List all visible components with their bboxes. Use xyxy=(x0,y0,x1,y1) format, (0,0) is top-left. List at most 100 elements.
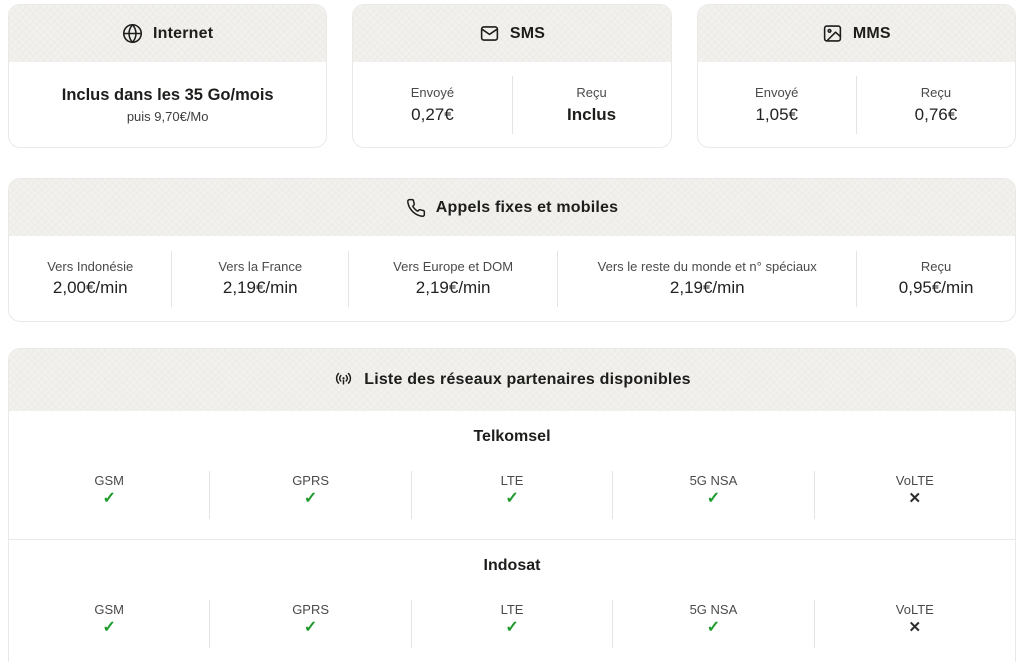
support-mark: ✓ xyxy=(303,490,318,507)
tech-label: 5G NSA xyxy=(689,473,738,488)
tech-label: GPRS xyxy=(292,602,330,617)
calls-value: 2,19€/min xyxy=(222,278,298,297)
vertical-divider xyxy=(612,471,614,519)
vertical-divider xyxy=(209,600,211,648)
sms-received-value: Inclus xyxy=(567,104,617,124)
sms-card-body: Envoyé 0,27€ Reçu Inclus xyxy=(353,62,670,147)
support-mark: ✓ xyxy=(505,490,519,507)
tech-label: LTE xyxy=(500,473,524,488)
vertical-divider xyxy=(813,600,815,648)
broadcast-icon xyxy=(333,370,354,391)
calls-value: 2,19€/min xyxy=(415,278,491,297)
tech-cell-lte: LTE ✓ xyxy=(412,463,612,539)
vertical-divider xyxy=(855,75,857,134)
mms-sent-label: Envoyé xyxy=(755,84,799,100)
tech-cell-gsm: GSM ✓ xyxy=(9,592,209,662)
calls-label: Vers la France xyxy=(218,259,303,274)
sms-card-header: SMS xyxy=(353,5,671,62)
internet-included-text: Inclus dans les 35 Go/mois xyxy=(61,85,274,104)
tech-label: GPRS xyxy=(292,473,330,488)
vertical-divider xyxy=(348,250,349,307)
mail-icon xyxy=(479,23,500,44)
vertical-divider xyxy=(209,471,211,519)
sms-sent-label: Envoyé xyxy=(410,84,455,100)
calls-card-header: Appels fixes et mobiles xyxy=(9,179,1015,236)
calls-value: 2,19€/min xyxy=(669,278,745,297)
tech-cell-gsm: GSM ✓ xyxy=(9,463,209,539)
tech-label: GSM xyxy=(94,473,125,488)
operator-name-telkomsel: Telkomsel xyxy=(473,428,551,445)
support-mark: ✓ xyxy=(706,619,721,636)
tech-label: VoLTE xyxy=(895,602,934,617)
support-mark: ✓ xyxy=(505,619,519,636)
horizontal-divider xyxy=(9,539,1015,540)
telkomsel-tech-row: GSM ✓ GPRS ✓ LTE ✓ 5G NSA ✓ VoLTE ✕ xyxy=(9,463,1015,539)
operator-name-indosat: Indosat xyxy=(483,557,541,574)
calls-cell-indonesia: Vers Indonésie 2,00€/min xyxy=(9,236,171,321)
support-mark: ✕ xyxy=(908,619,922,636)
mms-card-header: MMS xyxy=(697,5,1015,62)
vertical-divider xyxy=(511,75,513,134)
networks-card-title: Liste des réseaux partenaires disponible… xyxy=(364,371,691,388)
sms-card: SMS Envoyé 0,27€ Reçu Inclus xyxy=(352,4,672,148)
tech-cell-lte: LTE ✓ xyxy=(412,592,612,662)
mms-received-label: Reçu xyxy=(920,84,952,100)
internet-card-header: Internet xyxy=(9,5,327,62)
tech-cell-5g-nsa: 5G NSA ✓ xyxy=(613,592,813,662)
sms-sent-cell: Envoyé 0,27€ xyxy=(353,62,511,147)
internet-overage-text: puis 9,70€/Mo xyxy=(126,108,209,124)
calls-card: Appels fixes et mobiles Vers Indonésie 2… xyxy=(8,178,1016,322)
mms-received-cell: Reçu 0,76€ xyxy=(857,62,1015,147)
image-icon xyxy=(822,23,843,44)
sms-received-label: Reçu xyxy=(576,84,607,100)
vertical-divider xyxy=(856,250,858,307)
sms-card-title: SMS xyxy=(509,24,546,42)
calls-value: 0,95€/min xyxy=(898,278,974,297)
calls-label: Vers Europe et DOM xyxy=(393,259,514,274)
tech-cell-gprs: GPRS ✓ xyxy=(210,463,410,539)
support-mark: ✓ xyxy=(303,619,318,636)
indosat-tech-row: GSM ✓ GPRS ✓ LTE ✓ 5G NSA ✓ VoLTE ✕ xyxy=(9,592,1015,662)
vertical-divider xyxy=(557,250,559,307)
globe-icon xyxy=(122,23,143,44)
calls-cell-europe-dom: Vers Europe et DOM 2,19€/min xyxy=(349,236,557,321)
networks-card: Liste des réseaux partenaires disponible… xyxy=(8,348,1016,662)
calls-label: Vers le reste du monde et n° spéciaux xyxy=(597,259,817,274)
internet-card-title: Internet xyxy=(153,24,214,42)
mms-card: MMS Envoyé 1,05€ Reçu 0,76€ xyxy=(696,4,1016,148)
internet-card-body: Inclus dans les 35 Go/mois puis 9,70€/Mo xyxy=(9,62,326,147)
vertical-divider xyxy=(612,600,614,648)
calls-cell-received: Reçu 0,95€/min xyxy=(857,236,1015,321)
tech-cell-gprs: GPRS ✓ xyxy=(210,592,410,662)
calls-card-title: Appels fixes et mobiles xyxy=(435,198,619,216)
calls-cell-rest-of-world: Vers le reste du monde et n° spéciaux 2,… xyxy=(558,236,856,321)
networks-card-header: Liste des réseaux partenaires disponible… xyxy=(9,349,1015,411)
calls-label: Vers Indonésie xyxy=(47,259,134,274)
tech-label: LTE xyxy=(500,602,524,617)
support-mark: ✓ xyxy=(102,619,116,636)
support-mark: ✓ xyxy=(706,490,721,507)
tech-label: GSM xyxy=(94,602,125,617)
mms-received-value: 0,76€ xyxy=(914,104,958,124)
vertical-divider xyxy=(813,471,815,519)
support-mark: ✕ xyxy=(908,490,922,507)
tech-label: VoLTE xyxy=(895,473,934,488)
sms-received-cell: Reçu Inclus xyxy=(513,62,671,147)
vertical-divider xyxy=(410,600,412,648)
calls-card-body: Vers Indonésie 2,00€/min Vers la France … xyxy=(9,236,1015,321)
mms-sent-value: 1,05€ xyxy=(755,104,799,124)
tech-cell-volte: VoLTE ✕ xyxy=(815,592,1015,662)
support-mark: ✓ xyxy=(102,490,116,507)
internet-card: Internet Inclus dans les 35 Go/mois puis… xyxy=(8,4,328,148)
tech-cell-volte: VoLTE ✕ xyxy=(815,463,1015,539)
vertical-divider xyxy=(171,250,173,307)
sms-sent-value: 0,27€ xyxy=(411,104,454,124)
mms-sent-cell: Envoyé 1,05€ xyxy=(698,62,856,147)
mms-card-body: Envoyé 1,05€ Reçu 0,76€ xyxy=(698,62,1015,147)
tech-label: 5G NSA xyxy=(689,602,738,617)
calls-cell-france: Vers la France 2,19€/min xyxy=(172,236,348,321)
vertical-divider xyxy=(410,471,412,519)
calls-label: Reçu xyxy=(920,259,952,274)
tech-cell-5g-nsa: 5G NSA ✓ xyxy=(613,463,813,539)
